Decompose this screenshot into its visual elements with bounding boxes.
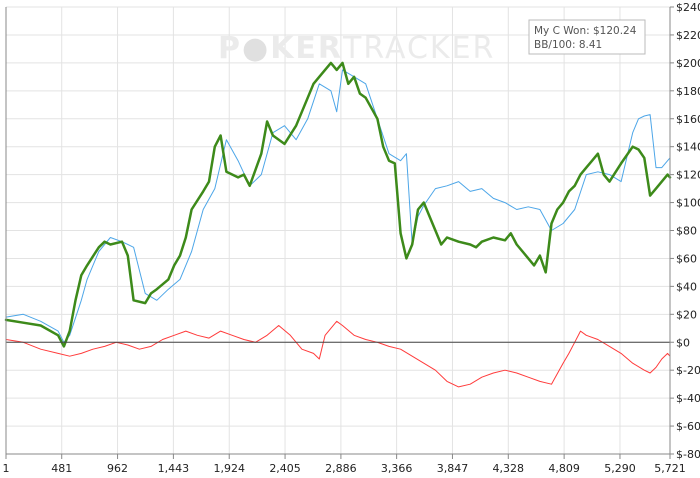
series-line-red	[5, 320, 671, 388]
x-tick-label: 4,809	[548, 462, 580, 475]
watermark-part3: TRACKER	[342, 31, 495, 66]
y-tick-label: $140	[676, 141, 700, 154]
y-tick-label: $200	[676, 57, 700, 70]
x-tick-label: 3,847	[437, 462, 469, 475]
y-tick-label: $100	[676, 197, 700, 210]
watermark-chip-icon: ●	[242, 31, 270, 66]
y-tick-label: $-80	[676, 448, 700, 461]
x-tick-label: 481	[51, 462, 72, 475]
y-tick-label: $220	[676, 29, 700, 42]
x-tick-label: 5,290	[604, 462, 636, 475]
series-layer	[4, 61, 672, 388]
legend-box-frame	[528, 19, 646, 55]
y-tick-label: $160	[676, 113, 700, 126]
x-tick-label: 3,366	[381, 462, 413, 475]
y-tick-label: $-20	[676, 364, 700, 377]
y-tick-label: $0	[676, 336, 690, 349]
y-tick-label: $120	[676, 169, 700, 182]
x-tick-label: 1,443	[158, 462, 190, 475]
x-tick-label: 962	[107, 462, 128, 475]
y-tick-label: $180	[676, 85, 700, 98]
watermark-logo: P●KERTRACKER	[218, 31, 495, 66]
y-tick-label: $-60	[676, 420, 700, 433]
x-tick-label: 4,328	[493, 462, 525, 475]
x-axis: 1 481 962 1,443 1,924 2,405 2,886 3,366 3,847 4,3…	[3, 453, 686, 475]
y-tick-label: $60	[676, 252, 697, 265]
legend-box: My C Won: $120.24 BB/100: 8.41	[528, 19, 646, 55]
series-line-blue	[5, 69, 671, 343]
y-tick-label: $-40	[676, 392, 700, 405]
x-tick-label: 1,924	[213, 462, 245, 475]
y-tick-label: $240	[676, 1, 700, 14]
y-tick-label: $40	[676, 280, 697, 293]
series-line-green	[4, 61, 672, 348]
y-axis: $240 $220 $200 $180 $160 $140 $120 $100 $80 $60 $4…	[670, 1, 700, 461]
legend-line-won: My C Won: $120.24	[534, 25, 637, 37]
x-tick-label: 2,886	[325, 462, 357, 475]
x-tick-label: 5,721	[654, 462, 686, 475]
watermark-part2: KER	[270, 31, 343, 66]
y-tick-label: $20	[676, 308, 697, 321]
legend-line-bb100: BB/100: 8.41	[534, 39, 602, 51]
x-tick-label: 1	[3, 462, 10, 475]
y-tick-label: $80	[676, 225, 697, 238]
x-tick-label: 2,405	[269, 462, 301, 475]
watermark-part1: P	[218, 31, 242, 66]
